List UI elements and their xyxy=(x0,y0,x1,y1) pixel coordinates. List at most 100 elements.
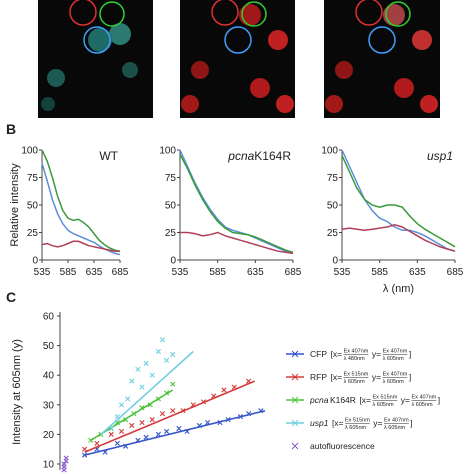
point xyxy=(118,402,125,408)
legend-fraction: λ 605nm xyxy=(345,425,367,431)
legend-fraction: λ 605nm xyxy=(384,425,406,431)
y-tick-label: 100 xyxy=(321,146,338,157)
legend-bracket: [x= xyxy=(331,349,343,359)
legend-fraction: λ 605nm xyxy=(383,379,405,385)
legend-label: CFP xyxy=(310,349,327,359)
point xyxy=(108,431,114,437)
legend-fraction: Ex 407nm xyxy=(383,372,408,378)
legend-fraction: Ex 407nm xyxy=(384,418,409,424)
chart-title: WT xyxy=(99,149,118,163)
y-tick-label: 50 xyxy=(165,201,177,212)
y-tick-label: 0 xyxy=(170,256,176,267)
point xyxy=(129,422,135,429)
legend-marker xyxy=(291,373,299,381)
point xyxy=(149,417,155,423)
x-tick-label: 535 xyxy=(34,267,51,278)
trend-line xyxy=(84,409,266,456)
y-tick-label: 40 xyxy=(43,371,55,382)
legend-bracket: [x= xyxy=(359,395,371,405)
y-tick-label: 10 xyxy=(43,460,55,471)
legend-bracket: [x= xyxy=(332,418,344,428)
line-series xyxy=(341,149,456,252)
y-tick-label: 50 xyxy=(43,341,55,352)
x-tick-label: 585 xyxy=(371,267,388,278)
image-rfp xyxy=(180,0,295,118)
legend-label: K164R xyxy=(330,395,356,405)
point xyxy=(155,348,161,355)
y-tick-label: 0 xyxy=(32,256,38,267)
legend-fraction: Ex 515nm xyxy=(344,372,369,378)
point xyxy=(114,440,120,446)
image-merge xyxy=(324,0,440,118)
point xyxy=(125,396,131,402)
x-tick-label: 585 xyxy=(60,267,77,278)
x-tick-label: 685 xyxy=(447,267,464,278)
line-series xyxy=(41,149,121,252)
line-series xyxy=(341,224,456,252)
y-tick-label: 30 xyxy=(43,400,55,411)
title-text: K164R xyxy=(254,149,291,163)
y-tick-label: 25 xyxy=(165,228,177,239)
x-tick-label: 585 xyxy=(209,267,226,278)
point xyxy=(118,428,125,435)
legend-marker xyxy=(291,396,299,404)
y-axis-label: Relative intensity xyxy=(9,163,21,247)
point xyxy=(143,360,149,366)
title-italic: usp1 xyxy=(427,149,453,163)
y-tick-label: 25 xyxy=(327,228,339,239)
line-series xyxy=(179,149,294,255)
legend-fraction: Ex 407nm xyxy=(344,349,369,355)
point xyxy=(63,455,69,461)
point xyxy=(170,408,176,414)
legend-bracket: y= xyxy=(372,372,381,382)
point xyxy=(159,337,166,343)
y-tick-label: 75 xyxy=(27,173,39,184)
legend-label: autofluorescence xyxy=(310,441,375,451)
x-tick-label: 685 xyxy=(112,267,129,278)
image-cfp xyxy=(38,0,153,118)
x-tick-label: 635 xyxy=(409,267,426,278)
x-tick-label: 685 xyxy=(285,267,302,278)
point xyxy=(61,461,67,467)
trend-line xyxy=(100,350,194,435)
point xyxy=(170,351,176,358)
point xyxy=(149,372,155,378)
legend-bracket: ] xyxy=(410,418,412,428)
legend-fraction: λ 605nm xyxy=(373,402,395,408)
line-series xyxy=(180,231,294,255)
line-series xyxy=(41,240,120,252)
micrographs xyxy=(38,0,440,118)
legend-marker xyxy=(291,442,299,450)
panel-label: C xyxy=(6,289,16,305)
legend-fraction: λ 605nm xyxy=(383,356,405,362)
x-axis-label: λ (nm) xyxy=(383,283,414,295)
chart-title: pcnaK164R xyxy=(227,149,291,163)
point xyxy=(94,440,100,446)
legend-fraction: Ex 407nm xyxy=(383,349,408,355)
legend-fraction: Ex 515nm xyxy=(373,395,398,401)
point xyxy=(139,384,145,390)
y-tick-label: 75 xyxy=(327,173,339,184)
y-tick-label: 50 xyxy=(27,201,39,212)
point xyxy=(221,387,227,393)
x-tick-label: 535 xyxy=(334,267,351,278)
legend-bracket: ] xyxy=(438,395,440,405)
legend-bracket: ] xyxy=(409,372,411,382)
chart-title: usp1 xyxy=(427,149,453,163)
x-tick-label: 535 xyxy=(172,267,189,278)
legend-label-italic: pcna xyxy=(309,395,329,405)
point xyxy=(159,411,166,417)
y-tick-label: 0 xyxy=(332,256,338,267)
y-tick-label: 75 xyxy=(165,173,177,184)
line-series xyxy=(179,154,294,254)
title-text: WT xyxy=(99,149,118,163)
legend-fraction: λ 480nm xyxy=(344,356,366,362)
trend-line xyxy=(84,380,256,453)
panel-label: B xyxy=(6,121,16,137)
point xyxy=(176,425,182,432)
line-series xyxy=(41,162,121,256)
y-tick-label: 60 xyxy=(43,312,55,323)
legend-fraction: Ex 407nm xyxy=(412,395,437,401)
point xyxy=(139,419,145,426)
